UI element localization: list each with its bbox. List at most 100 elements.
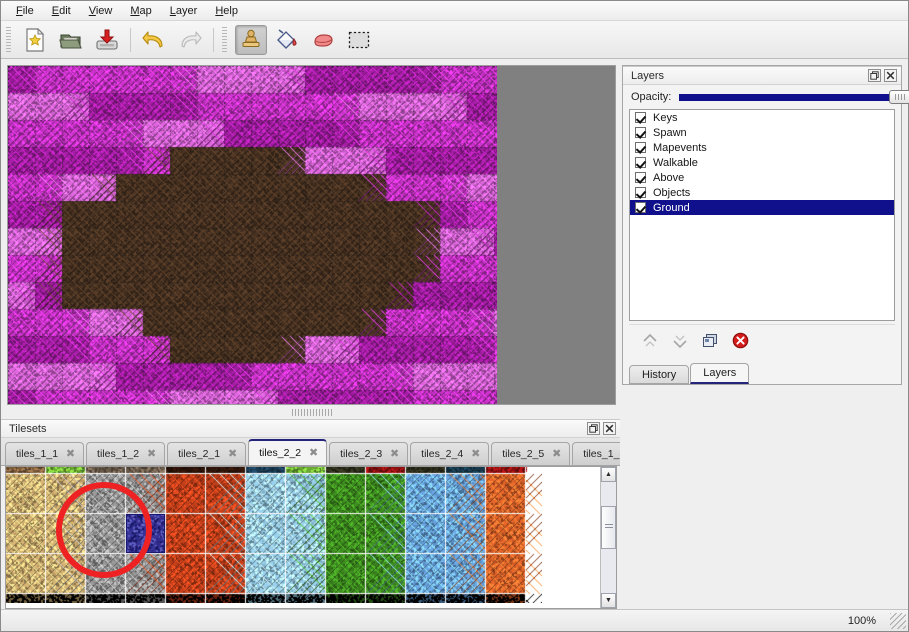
menu-item-view[interactable]: View bbox=[88, 4, 113, 17]
layer-row[interactable]: Walkable bbox=[630, 155, 894, 170]
move-layer-down-button[interactable] bbox=[667, 329, 693, 353]
move-layer-up-button[interactable] bbox=[637, 329, 663, 353]
layer-row[interactable]: Mapevents bbox=[630, 140, 894, 155]
fill-tool-button[interactable] bbox=[271, 25, 303, 55]
layer-visibility-checkbox[interactable] bbox=[635, 112, 646, 123]
tileset-tab-tiles_2_1[interactable]: tiles_2_1 ✖ bbox=[167, 442, 247, 465]
layer-visibility-checkbox[interactable] bbox=[635, 187, 646, 198]
toolbar bbox=[1, 21, 908, 59]
window-resize-grip[interactable] bbox=[890, 612, 906, 629]
scroll-up-button[interactable]: ▲ bbox=[601, 467, 616, 482]
dock-tab-layers[interactable]: Layers bbox=[690, 363, 750, 384]
redo-button[interactable] bbox=[174, 25, 206, 55]
tileset-tab-label: tiles_2_2 bbox=[259, 447, 302, 459]
status-bar: 100% bbox=[1, 609, 908, 631]
layer-visibility-checkbox[interactable] bbox=[635, 157, 646, 168]
undo-arrow-icon bbox=[142, 29, 166, 51]
layer-name-label: Spawn bbox=[653, 126, 687, 139]
layer-name-label: Above bbox=[653, 171, 685, 184]
save-map-button[interactable] bbox=[91, 25, 123, 55]
layer-name-label: Keys bbox=[653, 111, 678, 124]
tileset-tab-tiles_2_2[interactable]: tiles_2_2 ✖ bbox=[248, 439, 328, 465]
layer-visibility-checkbox[interactable] bbox=[635, 172, 646, 183]
close-tab-icon[interactable]: ✖ bbox=[390, 447, 400, 460]
tileset-tab-tiles_1_1[interactable]: tiles_1_1 ✖ bbox=[5, 442, 85, 465]
tilesets-title: Tilesets bbox=[9, 422, 47, 435]
layer-name-label: Mapevents bbox=[653, 141, 707, 154]
zoom-level-label: 100% bbox=[847, 614, 876, 627]
menu-item-map[interactable]: Map bbox=[130, 4, 152, 17]
toolbar-separator bbox=[130, 27, 131, 52]
toolbar-drag-handle[interactable] bbox=[5, 26, 13, 53]
layer-row[interactable]: Above bbox=[630, 170, 894, 185]
stamp-tool-button[interactable] bbox=[235, 24, 267, 55]
layer-row[interactable]: Objects bbox=[630, 185, 894, 200]
layer-visibility-checkbox[interactable] bbox=[635, 202, 646, 213]
layer-row[interactable]: Spawn bbox=[630, 125, 894, 140]
map-splitter[interactable] bbox=[7, 405, 616, 419]
stamp-icon bbox=[241, 29, 261, 51]
tool-group-drag-handle[interactable] bbox=[221, 26, 229, 53]
close-tab-icon[interactable]: ✖ bbox=[471, 447, 481, 460]
map-canvas-viewport[interactable] bbox=[7, 65, 616, 405]
undo-button[interactable] bbox=[138, 25, 170, 55]
opacity-row: Opacity: bbox=[623, 85, 909, 109]
menu-mnemonic: F bbox=[16, 4, 23, 17]
layer-row[interactable]: Ground bbox=[630, 200, 894, 215]
close-icon[interactable] bbox=[884, 69, 897, 82]
layer-name-label: Walkable bbox=[653, 156, 698, 169]
tileset-tab-tiles_1_2[interactable]: tiles_1_2 ✖ bbox=[86, 442, 166, 465]
scroll-down-button[interactable]: ▼ bbox=[601, 593, 616, 608]
tileset-tab-tiles_2_5[interactable]: tiles_2_5 ✖ bbox=[491, 442, 571, 465]
palette-vertical-scrollbar[interactable]: ▲ ▼ bbox=[600, 467, 616, 608]
tileset-tab-strip: tiles_1_1 ✖ tiles_1_2 ✖ tiles_2_1 ✖ tiles_2_2 ✖… bbox=[1, 438, 620, 466]
layer-name-label: Objects bbox=[653, 186, 691, 199]
delete-layer-button[interactable] bbox=[727, 329, 753, 353]
menu-mnemonic: M bbox=[130, 4, 140, 17]
tileset-tab-tiles_2_3[interactable]: tiles_2_3 ✖ bbox=[329, 442, 409, 465]
opacity-slider[interactable] bbox=[679, 89, 909, 105]
close-tab-icon[interactable]: ✖ bbox=[227, 447, 238, 460]
duplicate-layer-button[interactable] bbox=[697, 329, 723, 353]
close-icon[interactable] bbox=[603, 422, 616, 435]
scroll-thumb[interactable] bbox=[601, 506, 616, 549]
paint-bucket-icon bbox=[275, 28, 299, 51]
close-tab-icon[interactable]: ✖ bbox=[309, 446, 319, 459]
menu-item-file[interactable]: File bbox=[16, 4, 34, 17]
tileset-tab-tiles_1_3[interactable]: tiles_1_3✖ bbox=[572, 442, 620, 465]
close-tab-icon[interactable]: ✖ bbox=[146, 447, 157, 460]
tileset-tab-label: tiles_2_4 bbox=[421, 448, 464, 460]
layer-visibility-checkbox[interactable] bbox=[635, 142, 646, 153]
map-canvas[interactable] bbox=[8, 66, 497, 404]
tileset-tab-label: tiles_2_3 bbox=[340, 448, 383, 460]
close-tab-icon[interactable]: ✖ bbox=[552, 447, 562, 460]
menu-item-help[interactable]: Help bbox=[215, 4, 238, 17]
open-map-button[interactable] bbox=[55, 25, 87, 55]
tile-palette[interactable] bbox=[6, 467, 600, 608]
dock-tab-history[interactable]: History bbox=[629, 365, 690, 384]
menu-item-edit[interactable]: Edit bbox=[51, 4, 71, 17]
splitter-grip bbox=[291, 408, 332, 416]
slider-knob[interactable] bbox=[889, 90, 909, 104]
new-map-button[interactable] bbox=[19, 25, 51, 55]
tileset-tab-label: tiles_1_3 bbox=[583, 448, 620, 460]
layer-visibility-checkbox[interactable] bbox=[635, 127, 646, 138]
layer-action-bar bbox=[629, 324, 895, 356]
layer-row[interactable]: Keys bbox=[630, 110, 894, 125]
layer-list[interactable]: Keys Spawn Mapevents Walkable Above Objects Gr… bbox=[629, 109, 895, 321]
menu-mnemonic: L bbox=[169, 4, 176, 17]
select-tool-button[interactable] bbox=[343, 25, 375, 55]
tileset-tab-tiles_2_4[interactable]: tiles_2_4 ✖ bbox=[410, 442, 490, 465]
tilesets-title-bar: Tilesets bbox=[1, 419, 620, 438]
scroll-track[interactable] bbox=[601, 482, 616, 593]
map-tile-grid[interactable] bbox=[8, 66, 497, 404]
float-window-icon[interactable] bbox=[868, 69, 881, 82]
menu-item-layer[interactable]: Layer bbox=[169, 4, 198, 17]
float-window-icon[interactable] bbox=[587, 422, 600, 435]
layer-name-label: Ground bbox=[653, 201, 690, 214]
duplicate-icon bbox=[701, 332, 719, 350]
eraser-tool-button[interactable] bbox=[307, 25, 339, 55]
tile-palette-grid[interactable] bbox=[6, 467, 542, 603]
close-tab-icon[interactable]: ✖ bbox=[65, 447, 76, 460]
